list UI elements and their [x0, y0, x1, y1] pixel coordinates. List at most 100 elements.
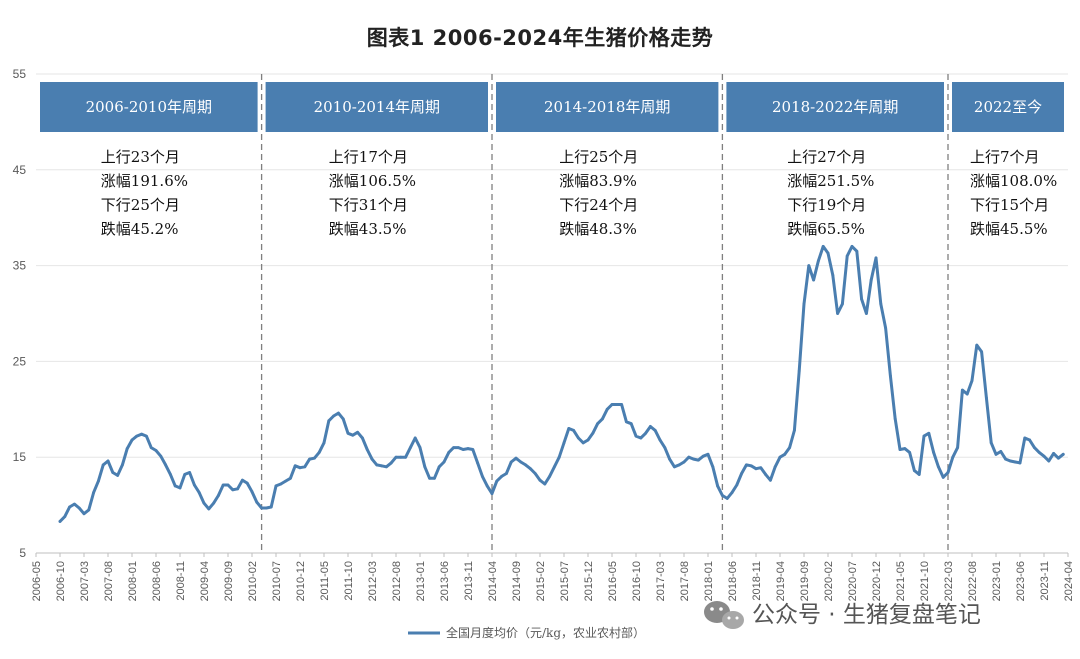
data-point — [471, 448, 475, 451]
x-tick-label: 2020-02 — [823, 561, 835, 601]
data-point — [1037, 451, 1041, 454]
data-point — [610, 403, 614, 406]
data-point — [649, 425, 652, 428]
x-tick-label: 2016-05 — [607, 561, 619, 601]
data-point — [361, 436, 364, 440]
data-point — [701, 454, 705, 458]
data-point — [735, 483, 739, 487]
x-tick-label: 2019-09 — [799, 561, 811, 601]
data-point — [596, 422, 599, 426]
data-point — [865, 312, 868, 315]
x-tick-label: 2010-02 — [247, 561, 259, 601]
data-point — [413, 436, 417, 440]
data-point — [989, 441, 993, 445]
data-point — [889, 374, 892, 378]
data-point — [826, 251, 830, 255]
data-point — [1061, 452, 1065, 456]
data-point — [351, 433, 355, 437]
y-tick-label: 45 — [13, 163, 27, 177]
x-tick-label: 2015-12 — [583, 561, 595, 601]
x-tick-label: 2012-08 — [391, 561, 403, 601]
x-tick-label: 2024-04 — [1063, 561, 1075, 601]
data-point — [634, 434, 638, 438]
period-stat: 上行17个月 — [329, 148, 408, 166]
data-point — [524, 463, 527, 467]
data-point — [711, 465, 715, 469]
data-point — [145, 434, 148, 438]
data-point — [394, 455, 398, 459]
data-point — [639, 436, 643, 440]
data-point — [874, 256, 878, 260]
data-point — [764, 473, 767, 476]
data-point — [106, 459, 110, 463]
data-point — [548, 474, 551, 478]
x-tick-label: 2013-11 — [463, 561, 475, 601]
data-point — [677, 463, 681, 467]
data-point — [653, 428, 657, 432]
x-tick-label: 2011-10 — [343, 561, 355, 601]
period-stat: 涨幅108.0% — [970, 172, 1057, 190]
data-point — [730, 491, 734, 495]
period-stat: 下行25个月 — [101, 196, 180, 214]
data-point — [490, 492, 494, 496]
legend-label: 全国月度均价（元/kg，农业农村部） — [446, 625, 645, 640]
data-point — [553, 465, 556, 469]
data-point — [231, 488, 235, 492]
data-point — [644, 431, 647, 435]
data-point — [821, 245, 825, 248]
chart-title: 图表1 2006-2024年生猪价格走势 — [366, 26, 714, 50]
data-point — [706, 452, 710, 456]
data-point — [975, 343, 979, 347]
period-header-box — [40, 82, 258, 132]
data-point — [668, 457, 671, 461]
data-point — [855, 249, 859, 253]
data-point — [505, 472, 508, 475]
data-point — [437, 465, 441, 469]
data-point — [884, 326, 887, 330]
data-point — [121, 463, 124, 467]
data-point — [716, 484, 719, 488]
data-point — [269, 505, 273, 509]
data-point — [1052, 451, 1055, 455]
data-point — [922, 434, 926, 438]
data-point — [591, 431, 595, 435]
data-point — [111, 471, 115, 474]
data-point — [154, 449, 158, 452]
gridlines — [36, 73, 1068, 458]
data-point — [433, 476, 436, 480]
data-point — [250, 490, 254, 494]
data-point — [893, 417, 897, 421]
data-point — [466, 447, 470, 450]
data-point — [399, 455, 403, 459]
data-point — [817, 259, 820, 263]
data-point — [289, 476, 292, 480]
data-point — [279, 482, 283, 486]
data-point — [385, 465, 388, 469]
data-point — [769, 478, 772, 482]
data-point — [457, 446, 460, 450]
data-point — [241, 478, 244, 482]
data-point — [615, 403, 619, 406]
data-point — [178, 486, 182, 490]
data-point — [797, 369, 801, 373]
x-tick-label: 2017-08 — [679, 561, 691, 601]
data-point — [802, 302, 806, 306]
data-point — [337, 411, 340, 415]
data-point — [509, 460, 513, 464]
period-stat: 涨幅191.6% — [101, 172, 188, 190]
data-point — [298, 466, 302, 470]
data-point — [197, 491, 201, 495]
data-point — [159, 454, 163, 458]
x-tick-label: 2023-06 — [1015, 561, 1027, 601]
data-point — [370, 457, 374, 461]
data-point — [92, 491, 95, 495]
data-point — [557, 455, 561, 459]
data-point — [970, 379, 974, 382]
period-stat: 跌幅43.5% — [329, 220, 407, 238]
period-stat: 上行7个月 — [970, 148, 1040, 166]
data-point — [572, 428, 575, 432]
data-point — [1033, 446, 1036, 450]
data-point — [87, 508, 91, 512]
x-tick-label: 2009-04 — [199, 561, 211, 601]
